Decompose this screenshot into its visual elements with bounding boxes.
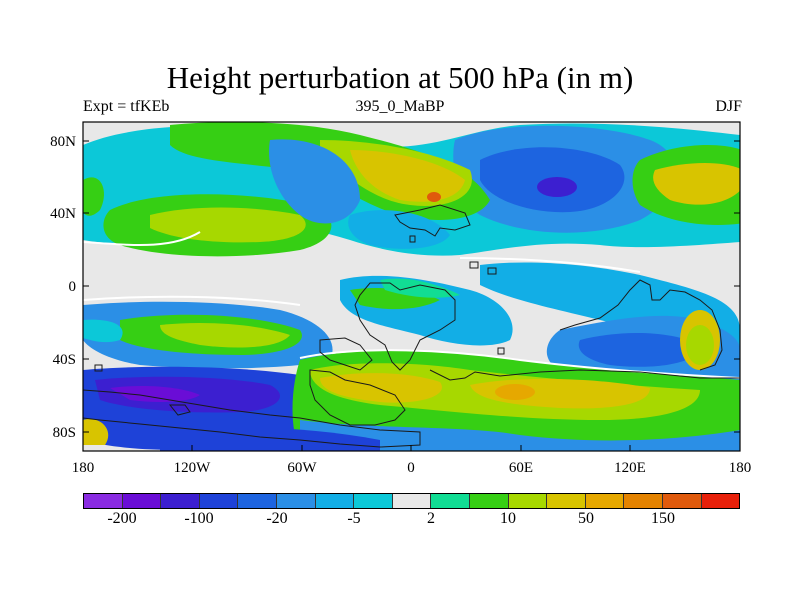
x-tick-label: 120W bbox=[174, 460, 212, 476]
colorbar-label: 150 bbox=[651, 510, 675, 527]
colorbar-swatch bbox=[392, 494, 432, 508]
colorbar bbox=[83, 493, 740, 509]
coastlines bbox=[83, 204, 740, 448]
colorbar-swatch bbox=[701, 494, 740, 508]
colorbar-swatch bbox=[431, 494, 470, 508]
colorbar-swatch bbox=[315, 494, 355, 508]
axis-ticks bbox=[82, 140, 741, 451]
colorbar-swatch bbox=[547, 494, 586, 508]
colorbar-swatch bbox=[469, 494, 509, 508]
colorbar-swatch bbox=[276, 494, 316, 508]
contour-fill-layer bbox=[83, 122, 740, 451]
y-tick-label: 40N bbox=[50, 206, 76, 222]
season-label: DJF bbox=[715, 98, 742, 115]
colorbar-swatch bbox=[84, 494, 123, 508]
colorbar-swatch bbox=[354, 494, 393, 508]
colorbar-label: 50 bbox=[578, 510, 594, 527]
experiment-label: Expt = tfKEb bbox=[83, 98, 170, 115]
colorbar-swatch bbox=[199, 494, 239, 508]
y-tick-label: 80N bbox=[50, 134, 76, 150]
colorbar-swatch bbox=[122, 494, 162, 508]
colorbar-label: 10 bbox=[500, 510, 516, 527]
colorbar-label: -100 bbox=[184, 510, 214, 527]
colorbar-swatch bbox=[508, 494, 548, 508]
colorbar-swatch bbox=[238, 494, 277, 508]
period-label: 395_0_MaBP bbox=[355, 98, 445, 115]
y-tick-label: 40S bbox=[53, 352, 76, 368]
y-tick-label: 80S bbox=[53, 425, 76, 441]
colorbar-swatch bbox=[662, 494, 702, 508]
colorbar-label: -20 bbox=[266, 510, 288, 527]
x-tick-label: 60E bbox=[509, 460, 533, 476]
colorbar-label: -5 bbox=[347, 510, 361, 527]
colorbar-swatch bbox=[624, 494, 663, 508]
chart-title: Height perturbation at 500 hPa (in m) bbox=[166, 60, 634, 95]
x-tick-label: 180 bbox=[729, 460, 752, 476]
x-tick-label: 120E bbox=[614, 460, 646, 476]
colorbar-label: -200 bbox=[107, 510, 137, 527]
y-tick-label: 0 bbox=[69, 279, 77, 295]
x-tick-label: 0 bbox=[407, 460, 415, 476]
colorbar-swatch bbox=[161, 494, 200, 508]
colorbar-swatch bbox=[585, 494, 625, 508]
colorbar-label: 2 bbox=[427, 510, 435, 527]
x-tick-label: 60W bbox=[287, 460, 317, 476]
x-tick-label: 180 bbox=[72, 460, 95, 476]
